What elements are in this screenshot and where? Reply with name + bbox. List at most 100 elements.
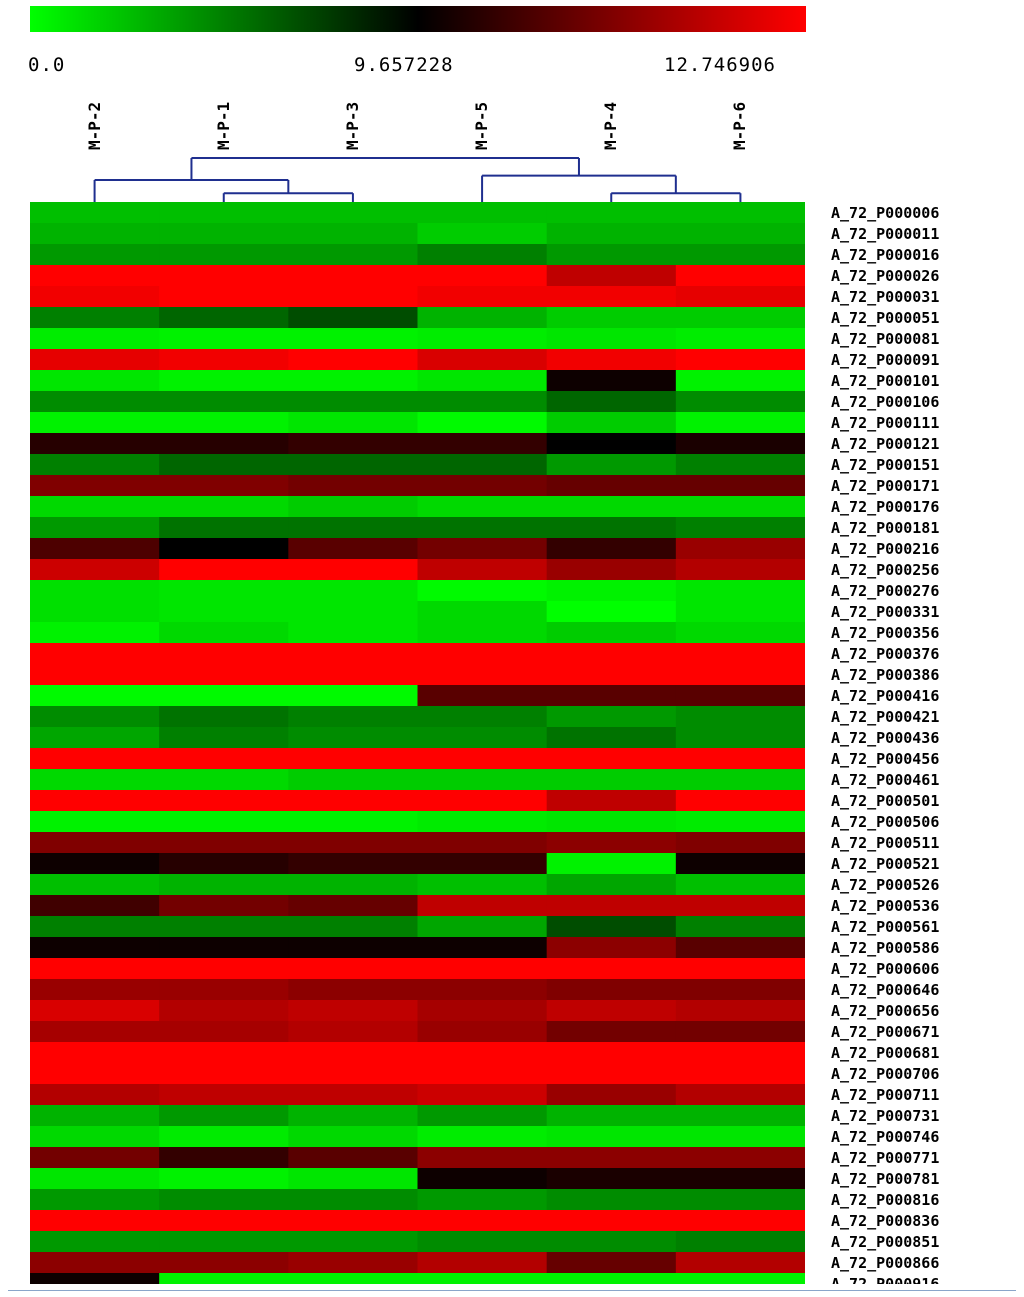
heatmap-cell bbox=[288, 580, 419, 602]
heatmap-cell bbox=[159, 475, 289, 497]
heatmap-cell bbox=[159, 370, 289, 392]
row-label: A_72_P000456 bbox=[831, 750, 940, 768]
row-label: A_72_P000416 bbox=[831, 687, 940, 705]
heatmap-cell bbox=[30, 1084, 160, 1106]
heatmap-cell bbox=[417, 811, 548, 833]
heatmap-cell bbox=[30, 979, 160, 1001]
heatmap-cell bbox=[546, 223, 677, 245]
heatmap-cell bbox=[30, 832, 160, 854]
heatmap-cell bbox=[546, 1084, 677, 1106]
heatmap-cell bbox=[288, 685, 419, 707]
heatmap-cell bbox=[288, 790, 419, 812]
heatmap-cell bbox=[159, 832, 289, 854]
heatmap-cell bbox=[288, 328, 419, 350]
row-label: A_72_P000386 bbox=[831, 666, 940, 684]
heatmap-cell bbox=[546, 202, 677, 224]
heatmap-cell bbox=[417, 1147, 548, 1169]
row-label: A_72_P000051 bbox=[831, 309, 940, 327]
heatmap-cell bbox=[417, 496, 548, 518]
heatmap-cell bbox=[546, 958, 677, 980]
heatmap-cell bbox=[30, 202, 160, 224]
heatmap-cell bbox=[288, 1021, 419, 1043]
heatmap-grid bbox=[30, 202, 805, 1284]
heatmap-cell bbox=[288, 769, 419, 791]
heatmap-cell bbox=[159, 979, 289, 1001]
heatmap-cell bbox=[417, 412, 548, 434]
row-labels: A_72_P000006 A_72_P000011 A_72_P000016 A_72… bbox=[831, 203, 1021, 1284]
row-label: A_72_P000771 bbox=[831, 1149, 940, 1167]
heatmap-cell bbox=[417, 706, 548, 728]
heatmap-cell bbox=[675, 265, 805, 287]
heatmap-cell bbox=[417, 874, 548, 896]
heatmap-cell bbox=[675, 685, 805, 707]
row-label: A_72_P000816 bbox=[831, 1191, 940, 1209]
heatmap-cell bbox=[546, 496, 677, 518]
heatmap-cell bbox=[417, 1126, 548, 1148]
heatmap-cell bbox=[159, 1084, 289, 1106]
heatmap-cell bbox=[288, 517, 419, 539]
heatmap-cell bbox=[159, 496, 289, 518]
heatmap-cell bbox=[30, 286, 160, 308]
heatmap-cell bbox=[288, 202, 419, 224]
heatmap-cell bbox=[675, 853, 805, 875]
heatmap-cell bbox=[417, 979, 548, 1001]
heatmap-cell bbox=[546, 580, 677, 602]
heatmap-cell bbox=[30, 559, 160, 581]
heatmap-cell bbox=[546, 790, 677, 812]
heatmap-cell bbox=[417, 538, 548, 560]
row-label: A_72_P000501 bbox=[831, 792, 940, 810]
row-label: A_72_P000681 bbox=[831, 1044, 940, 1062]
heatmap-cell bbox=[30, 433, 160, 455]
row-label: A_72_P000016 bbox=[831, 246, 940, 264]
heatmap-cell bbox=[288, 895, 419, 917]
heatmap-cell bbox=[546, 916, 677, 938]
heatmap-cell bbox=[417, 328, 548, 350]
heatmap-cell bbox=[30, 853, 160, 875]
heatmap-cell bbox=[675, 1126, 805, 1148]
heatmap-cell bbox=[417, 643, 548, 665]
heatmap-cell bbox=[546, 1063, 677, 1085]
heatmap-cell bbox=[288, 1126, 419, 1148]
column-label: M-P-3 bbox=[342, 101, 362, 150]
heatmap-cell bbox=[288, 643, 419, 665]
heatmap-cell bbox=[417, 1105, 548, 1127]
heatmap-cell bbox=[417, 895, 548, 917]
heatmap-cell bbox=[288, 958, 419, 980]
heatmap-cell bbox=[30, 1105, 160, 1127]
heatmap-cell bbox=[30, 1042, 160, 1064]
heatmap-cell bbox=[546, 1231, 677, 1253]
heatmap-cell bbox=[30, 1231, 160, 1253]
heatmap-cell bbox=[546, 979, 677, 1001]
heatmap-cell bbox=[159, 727, 289, 749]
heatmap-cell bbox=[30, 769, 160, 791]
heatmap-cell bbox=[546, 1210, 677, 1232]
heatmap-cell bbox=[546, 748, 677, 770]
heatmap-cell bbox=[417, 1063, 548, 1085]
heatmap-cell bbox=[159, 391, 289, 413]
heatmap-cell bbox=[288, 1231, 419, 1253]
heatmap-cell bbox=[30, 1147, 160, 1169]
heatmap-cell bbox=[30, 916, 160, 938]
legend-min-label: 0.0 bbox=[28, 54, 66, 76]
heatmap-cell bbox=[288, 244, 419, 266]
heatmap-cell bbox=[288, 706, 419, 728]
heatmap-cell bbox=[546, 1042, 677, 1064]
heatmap-cell bbox=[675, 244, 805, 266]
heatmap-cell bbox=[546, 1147, 677, 1169]
heatmap-cell bbox=[288, 832, 419, 854]
heatmap-cell bbox=[546, 874, 677, 896]
heatmap-cell bbox=[288, 979, 419, 1001]
heatmap-cell bbox=[159, 874, 289, 896]
heatmap-cell bbox=[30, 706, 160, 728]
heatmap-cell bbox=[546, 769, 677, 791]
heatmap-cell bbox=[30, 727, 160, 749]
heatmap-cell bbox=[417, 727, 548, 749]
heatmap-cell bbox=[159, 265, 289, 287]
heatmap-cell bbox=[159, 769, 289, 791]
heatmap-cell bbox=[546, 811, 677, 833]
heatmap-cell bbox=[546, 727, 677, 749]
heatmap-cell bbox=[417, 853, 548, 875]
row-label: A_72_P000356 bbox=[831, 624, 940, 642]
row-label: A_72_P000561 bbox=[831, 918, 940, 936]
heatmap-cell bbox=[288, 1210, 419, 1232]
